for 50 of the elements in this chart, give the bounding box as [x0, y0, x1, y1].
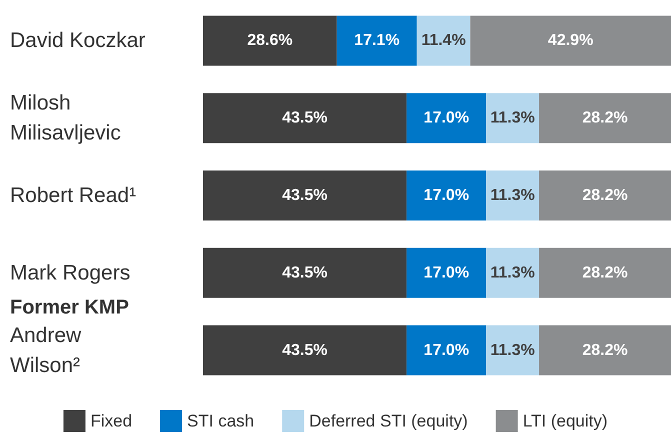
bar [203, 325, 407, 376]
data-label: 43.5% [282, 110, 328, 127]
bar [486, 170, 540, 220]
y-tick-label: Milosh Milisavljevic [10, 92, 121, 145]
bar [406, 170, 486, 220]
bar [336, 16, 417, 66]
bar [203, 93, 407, 144]
data-label: 17.0% [424, 342, 470, 359]
legend-label: Deferred STI (equity) [309, 412, 468, 430]
bar [470, 16, 671, 66]
bar [486, 325, 540, 376]
data-label: 11.3% [490, 110, 535, 127]
data-label: 11.3% [490, 187, 535, 204]
data-label: 28.2% [582, 110, 628, 127]
bar [539, 170, 671, 220]
bar [406, 325, 486, 376]
data-label: 17.1% [354, 32, 400, 50]
data-label: 43.5% [282, 264, 328, 282]
bar [486, 93, 540, 144]
bar [539, 93, 671, 144]
bar [539, 248, 671, 298]
bar [406, 93, 486, 144]
legend-label: Fixed [90, 412, 132, 430]
y-tick-label: Andrew Wilson² [10, 324, 88, 377]
data-label: 17.0% [424, 110, 470, 127]
data-label: 11.4% [421, 32, 466, 50]
bar [416, 16, 470, 66]
legend-label: LTI (equity) [522, 412, 608, 430]
data-label: 11.3% [490, 342, 535, 359]
data-label: 43.5% [282, 187, 328, 204]
data-label: 28.2% [582, 342, 628, 359]
data-label: 28.2% [582, 187, 628, 204]
data-label: 43.5% [282, 342, 328, 359]
bar [486, 248, 540, 298]
data-label: 11.3% [490, 264, 535, 282]
data-label: 17.0% [424, 264, 470, 282]
bar [539, 325, 671, 376]
data-label: 28.2% [582, 264, 628, 282]
bar [203, 248, 407, 298]
y-tick-label: Robert Read¹ [10, 184, 136, 207]
y-tick-label: David Koczkar [10, 29, 146, 52]
data-label: 17.0% [424, 187, 470, 204]
legend-label: STI cash [187, 412, 254, 430]
data-label: 42.9% [548, 32, 594, 50]
bar [203, 16, 337, 66]
y-tick-label: Mark Rogers [10, 261, 130, 284]
bar [203, 170, 407, 220]
data-label: 28.6% [247, 32, 293, 50]
text: Former KMP [10, 296, 129, 319]
bar [406, 248, 486, 298]
